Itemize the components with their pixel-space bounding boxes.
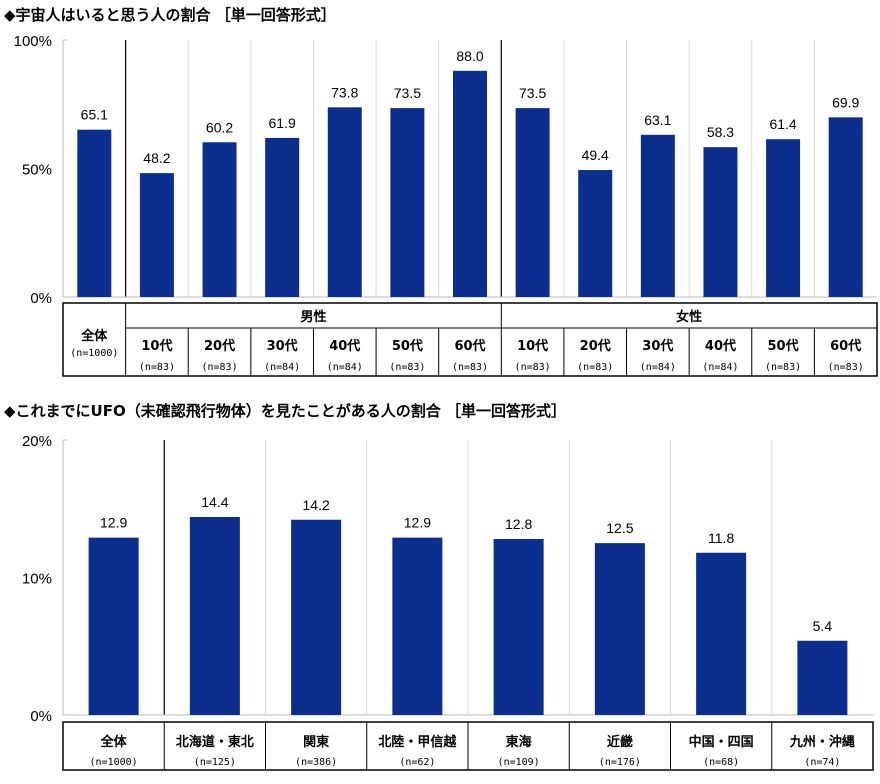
data-label: 49.4 [582, 147, 609, 163]
data-label: 65.1 [81, 107, 108, 123]
group-label: 女性 [676, 309, 702, 325]
bar [797, 640, 848, 715]
table-cell-label: 九州・沖縄 [789, 734, 855, 750]
bar [828, 117, 863, 298]
table-cell-label: 北陸・甲信越 [378, 734, 457, 750]
table-cell-n: (n=83) [577, 362, 613, 373]
bar [703, 147, 738, 297]
table-cell-label: 40代 [705, 338, 736, 354]
table-cell-n: (n=83) [452, 362, 488, 373]
chart-title: ◆これまでにUFO（未確認飛行物体）を見たことがある人の割合 ［単一回答形式］ [4, 402, 566, 420]
bar [189, 517, 240, 715]
bar [696, 552, 747, 715]
table-cell-n: (n=83) [765, 362, 801, 373]
bar [77, 129, 112, 297]
group-label: 男性 [300, 309, 326, 325]
bar [578, 170, 613, 297]
data-label: 88.0 [456, 48, 483, 64]
table-cell-label: 10代 [517, 338, 548, 354]
table-cell-n: (n=84) [640, 362, 676, 373]
bar [493, 539, 544, 715]
table-cell-n: (n=83) [139, 362, 175, 373]
table-cell-label: 60代 [830, 338, 861, 354]
data-label: 11.8 [708, 530, 734, 546]
table-cell-n: (n=68) [703, 757, 739, 768]
data-label: 12.9 [100, 515, 127, 531]
table-cell-n: (n=1000) [90, 757, 138, 768]
data-label: 12.5 [606, 520, 633, 536]
table-cell-n: (n=84) [702, 362, 738, 373]
y-tick-label: 50% [22, 162, 52, 179]
bar [392, 537, 443, 715]
y-tick-label: 0% [30, 290, 52, 307]
table-cell-label: 関東 [303, 734, 329, 750]
table-cell-label: 全体 [100, 734, 128, 750]
data-label: 63.1 [644, 112, 671, 128]
data-label: 12.9 [404, 515, 431, 531]
table-cell-label: 40代 [329, 338, 360, 354]
table-cell-label: 30代 [642, 338, 673, 354]
table-cell-label: 北海道・東北 [176, 734, 254, 750]
bar [453, 70, 487, 297]
table-cell-n: (n=83) [389, 362, 425, 373]
y-tick-label: 10% [22, 571, 52, 588]
data-label: 5.4 [813, 618, 833, 634]
data-label: 73.5 [394, 85, 421, 101]
data-label: 61.9 [269, 115, 296, 131]
chart-title: ◆宇宙人はいると思う人の割合 ［単一回答形式］ [4, 6, 336, 24]
table-cell-n: (n=125) [194, 757, 236, 768]
table-cell-n: (n=1000) [70, 348, 118, 359]
table-cell-label: 近畿 [607, 734, 633, 750]
data-label: 60.2 [206, 119, 233, 135]
table-cell-n: (n=83) [201, 362, 237, 373]
data-label: 73.5 [519, 85, 546, 101]
y-tick-label: 100% [14, 33, 52, 50]
data-label: 12.8 [505, 516, 532, 532]
table-cell-label: 10代 [141, 338, 172, 354]
table-cell-label: 中国・四国 [689, 734, 754, 750]
table-cell-n: (n=386) [295, 757, 337, 768]
data-label: 58.3 [707, 124, 734, 140]
bar [390, 108, 425, 297]
bar [202, 142, 237, 297]
data-label: 61.4 [769, 116, 796, 132]
table-cell-n: (n=109) [498, 757, 540, 768]
bar [594, 543, 645, 715]
table-cell-label: 東海 [506, 734, 532, 750]
bar [139, 173, 174, 297]
data-label: 73.8 [331, 84, 358, 100]
bar [640, 134, 675, 297]
table-border [62, 302, 878, 377]
bar [88, 537, 139, 715]
y-tick-label: 0% [30, 708, 52, 725]
table-cell-n: (n=83) [828, 362, 864, 373]
table-cell-label: 30代 [267, 338, 298, 354]
data-label: 14.2 [303, 497, 330, 513]
table-cell-label: 全体 [80, 328, 108, 344]
table-cell-label: 20代 [204, 338, 235, 354]
table-cell-n: (n=83) [515, 362, 551, 373]
table-cell-label: 50代 [392, 338, 423, 354]
table-cell-label: 20代 [580, 338, 611, 354]
bar [327, 107, 362, 297]
table-cell-label: 60代 [454, 338, 485, 354]
table-cell-n: (n=74) [804, 757, 840, 768]
data-label: 69.9 [832, 94, 859, 110]
bar [291, 519, 342, 715]
data-label: 48.2 [143, 150, 170, 166]
y-tick-label: 20% [22, 433, 52, 450]
table-cell-n: (n=176) [599, 757, 641, 768]
table-cell-n: (n=84) [327, 362, 363, 373]
table-cell-n: (n=84) [264, 362, 300, 373]
bar [515, 108, 550, 297]
bar [265, 137, 300, 297]
bar [766, 139, 801, 297]
table-cell-n: (n=62) [399, 757, 435, 768]
data-label: 14.4 [201, 494, 228, 510]
table-cell-label: 50代 [768, 338, 799, 354]
